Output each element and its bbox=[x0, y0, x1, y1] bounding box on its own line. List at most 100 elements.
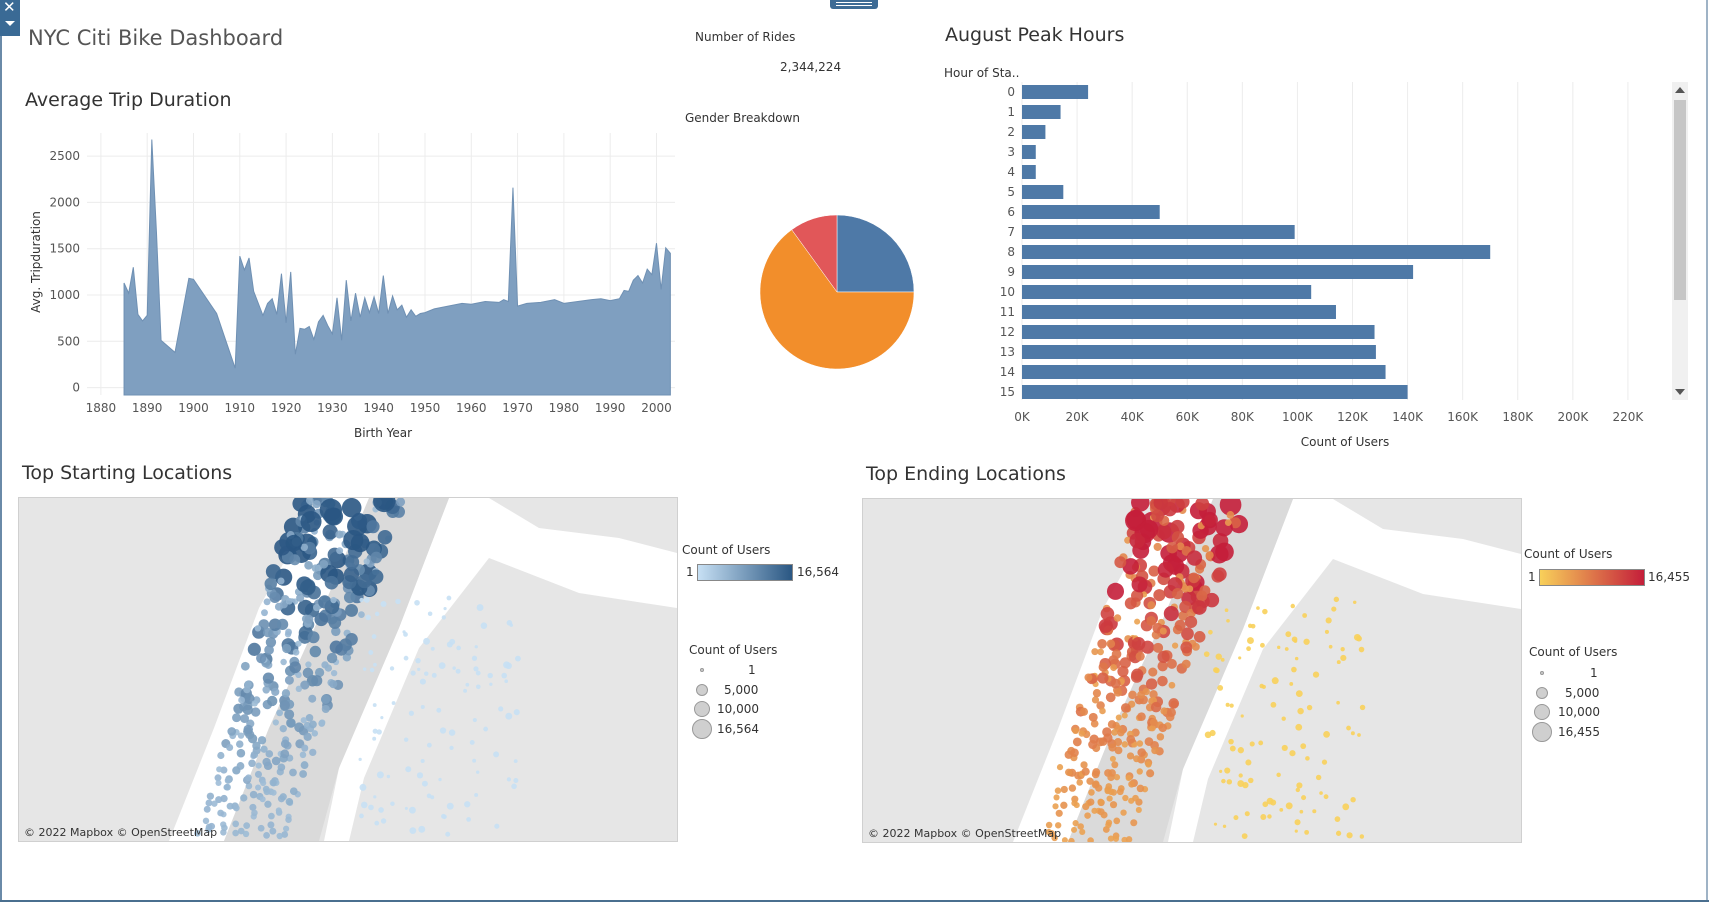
station-marker bbox=[370, 551, 383, 564]
station-marker bbox=[376, 729, 382, 735]
x-tick-label: 1900 bbox=[178, 401, 209, 415]
station-marker bbox=[345, 555, 360, 570]
station-marker bbox=[276, 709, 284, 717]
station-marker bbox=[1133, 755, 1141, 763]
station-marker bbox=[1153, 499, 1168, 510]
station-marker bbox=[240, 794, 248, 802]
size-label: 16,564 bbox=[717, 722, 759, 736]
hour-label: 5 bbox=[1007, 185, 1015, 199]
station-marker bbox=[403, 655, 409, 661]
station-marker bbox=[1181, 659, 1191, 669]
station-marker bbox=[404, 806, 408, 810]
station-marker bbox=[326, 652, 338, 664]
station-marker bbox=[1120, 703, 1131, 713]
station-marker bbox=[418, 825, 426, 833]
station-marker bbox=[376, 771, 384, 779]
station-marker bbox=[1116, 788, 1124, 796]
station-marker bbox=[377, 530, 393, 545]
station-marker bbox=[1219, 769, 1223, 773]
station-marker bbox=[1072, 727, 1079, 735]
station-marker bbox=[1171, 587, 1184, 600]
station-marker bbox=[408, 710, 415, 716]
station-marker bbox=[1299, 809, 1304, 814]
station-marker bbox=[372, 703, 377, 707]
station-marker bbox=[343, 566, 360, 583]
station-marker bbox=[1192, 600, 1207, 615]
station-marker bbox=[269, 827, 277, 835]
bar-chart-scrollbar[interactable] bbox=[1672, 82, 1688, 400]
station-marker bbox=[319, 719, 326, 726]
scroll-up-icon[interactable] bbox=[1675, 87, 1685, 93]
hour-label: 13 bbox=[1000, 345, 1015, 359]
station-marker bbox=[300, 680, 310, 690]
hour-bar bbox=[1022, 165, 1036, 179]
x-tick-label: 1990 bbox=[595, 401, 626, 415]
station-marker bbox=[289, 768, 297, 777]
map-credit[interactable]: © 2022 Mapbox © OpenStreetMap bbox=[24, 826, 218, 839]
station-marker bbox=[1135, 651, 1145, 661]
end-map-canvas[interactable] bbox=[863, 499, 1521, 842]
end-locations-map[interactable]: © 2022 Mapbox © OpenStreetMap bbox=[862, 498, 1522, 843]
hour-label: 1 bbox=[1007, 105, 1015, 119]
window-corner-controls[interactable]: ✕ bbox=[0, 0, 20, 36]
station-marker bbox=[476, 770, 480, 774]
station-marker bbox=[1215, 542, 1234, 562]
station-marker bbox=[232, 713, 242, 723]
station-marker bbox=[474, 793, 479, 797]
station-marker bbox=[369, 667, 375, 673]
map-credit[interactable]: © 2022 Mapbox © OpenStreetMap bbox=[868, 827, 1062, 840]
station-marker bbox=[1289, 682, 1294, 686]
station-marker bbox=[1097, 639, 1107, 649]
station-marker bbox=[1045, 828, 1052, 836]
station-marker bbox=[1121, 836, 1128, 842]
station-marker bbox=[1279, 808, 1284, 812]
station-marker bbox=[415, 657, 421, 664]
hour-row-header[interactable]: Hour of Sta.. bbox=[944, 66, 1020, 80]
close-icon[interactable]: ✕ bbox=[3, 0, 16, 16]
station-marker bbox=[426, 742, 432, 748]
station-marker bbox=[1305, 756, 1310, 761]
size-label: 1 bbox=[1590, 666, 1598, 680]
station-marker bbox=[368, 650, 374, 655]
station-marker bbox=[1229, 745, 1236, 752]
station-marker bbox=[263, 627, 273, 638]
station-marker bbox=[476, 684, 481, 690]
scroll-thumb[interactable] bbox=[1674, 100, 1686, 300]
station-marker bbox=[1285, 802, 1293, 810]
y-tick-label: 0 bbox=[72, 381, 80, 395]
station-marker bbox=[1323, 730, 1330, 738]
station-marker bbox=[358, 757, 362, 761]
scroll-down-icon[interactable] bbox=[1675, 389, 1685, 395]
station-marker bbox=[1055, 809, 1063, 817]
station-marker bbox=[205, 799, 213, 807]
station-marker bbox=[252, 741, 261, 750]
station-marker bbox=[452, 666, 456, 670]
station-marker bbox=[1131, 576, 1148, 593]
station-marker bbox=[1342, 803, 1350, 811]
station-marker bbox=[242, 830, 250, 838]
station-marker bbox=[1352, 600, 1357, 605]
station-marker bbox=[380, 716, 384, 720]
start-map-canvas[interactable] bbox=[19, 498, 677, 841]
station-marker bbox=[237, 732, 245, 739]
station-marker bbox=[258, 619, 270, 630]
station-marker bbox=[449, 745, 454, 751]
drag-handle[interactable] bbox=[830, 0, 878, 9]
station-marker bbox=[1180, 641, 1193, 654]
station-marker bbox=[305, 498, 314, 505]
station-marker bbox=[366, 520, 380, 534]
station-marker bbox=[421, 780, 428, 787]
station-marker bbox=[1312, 809, 1317, 814]
station-marker bbox=[294, 722, 305, 733]
station-marker bbox=[262, 672, 275, 684]
station-marker bbox=[424, 671, 429, 676]
start-locations-map[interactable]: © 2022 Mapbox © OpenStreetMap bbox=[18, 497, 678, 842]
frame-border-right bbox=[1706, 0, 1708, 902]
station-marker bbox=[1270, 701, 1277, 708]
station-marker bbox=[1068, 784, 1077, 792]
station-marker bbox=[226, 802, 234, 810]
chevron-down-icon[interactable] bbox=[5, 21, 15, 26]
